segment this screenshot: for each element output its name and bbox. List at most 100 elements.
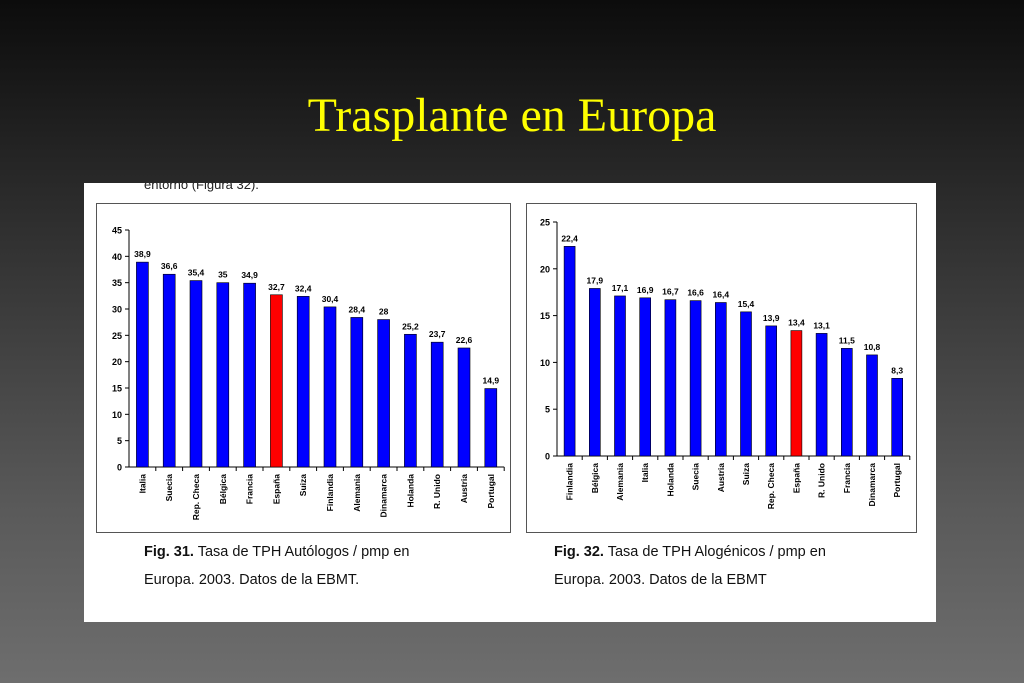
caption-fig-32: Fig. 32. Tasa de TPH Alogénicos / pmp en… [554, 538, 826, 594]
category-label: Italia [137, 474, 147, 494]
chart-frame-allogeneic: 0 5 10 15 20 25 22,4 Finlandia 17,9 Bélgica 17,1 Al… [526, 203, 917, 533]
data-label: 25,2 [402, 321, 419, 331]
bar [162, 273, 176, 468]
category-label: Italia [640, 463, 650, 483]
figure-panel: entorno (Figura 32). 0 5 10 15 20 25 30 35 40 45 3… [84, 183, 936, 622]
bar [270, 294, 283, 468]
data-label: 17,1 [612, 283, 629, 293]
bar [639, 297, 651, 457]
category-label: Austria [716, 463, 726, 493]
data-label: 28 [379, 307, 389, 317]
caption-fig-31-label: Fig. 31. [144, 544, 194, 560]
category-label: España [791, 463, 801, 494]
data-label: 35 [218, 270, 228, 280]
y-tick-label: 5 [117, 436, 122, 446]
caption-fig-31-line2: Europa. 2003. Datos de la EBMT. [144, 572, 360, 588]
data-label: 13,4 [788, 318, 805, 328]
category-label: R. Unido [817, 463, 827, 498]
category-label: Dinamarca [867, 463, 877, 507]
data-label: 28,4 [349, 304, 366, 314]
bar [614, 295, 626, 457]
data-label: 23,7 [429, 329, 446, 339]
allogeneic-bar-chart: 0 5 10 15 20 25 22,4 Finlandia 17,9 Bélgica 17,1 Al… [540, 218, 911, 510]
category-label: Dinamarca [379, 474, 389, 518]
data-label: 32,7 [268, 282, 285, 292]
y-tick-label: 15 [540, 311, 550, 321]
bar [484, 388, 498, 468]
bar [866, 354, 878, 457]
category-label: Suiza [298, 474, 308, 496]
caption-fig-32-text: Tasa de TPH Alogénicos / pmp en [603, 544, 826, 560]
bar [740, 311, 752, 457]
data-label: 15,4 [738, 299, 755, 309]
category-label: Alemania [352, 474, 362, 512]
data-label: 17,9 [587, 275, 604, 285]
data-label: 30,4 [322, 294, 339, 304]
category-label: Finlandia [325, 474, 335, 512]
category-label: Francia [842, 463, 852, 494]
caption-fig-31-text: Tasa de TPH Autólogos / pmp en [193, 544, 410, 560]
bar [790, 330, 803, 457]
category-label: Alemania [615, 463, 625, 501]
bar [840, 348, 853, 457]
y-tick-label: 35 [112, 278, 122, 288]
data-label: 16,9 [637, 285, 654, 295]
data-label: 14,9 [483, 376, 500, 386]
y-tick-label: 45 [112, 226, 122, 236]
bar [715, 302, 727, 457]
bar [689, 300, 702, 457]
category-label: Holanda [405, 474, 415, 508]
data-label: 16,4 [713, 289, 730, 299]
bar [430, 341, 444, 468]
y-tick-label: 0 [545, 452, 550, 462]
category-label: Bélgica [590, 463, 600, 494]
y-tick-label: 5 [545, 405, 550, 415]
bar [216, 282, 230, 468]
y-tick-label: 25 [112, 331, 122, 341]
bar [765, 325, 777, 457]
caption-fig-31: Fig. 31. Tasa de TPH Autólogos / pmp en … [144, 538, 409, 594]
caption-fig-32-label: Fig. 32. [554, 544, 604, 560]
data-label: 13,1 [813, 320, 830, 330]
data-label: 11,5 [839, 335, 855, 345]
cut-off-text: entorno (Figura 32). [144, 183, 259, 192]
data-label: 16,6 [687, 288, 704, 298]
bar [296, 296, 310, 468]
bar [891, 378, 904, 457]
data-label: 10,8 [864, 342, 881, 352]
slide-title: Trasplante en Europa [307, 89, 717, 142]
y-tick-label: 10 [112, 410, 122, 420]
bar [563, 246, 576, 457]
category-label: Suecia [164, 474, 174, 502]
category-label: Finlandia [565, 463, 575, 501]
bar [377, 319, 390, 468]
y-tick-label: 20 [112, 357, 122, 367]
category-label: Francia [245, 474, 255, 505]
data-label: 35,4 [188, 268, 205, 278]
y-tick-label: 30 [112, 305, 122, 315]
category-label: Rep. Checa [766, 463, 776, 510]
bar [243, 282, 256, 468]
bar [404, 333, 417, 468]
category-label: Portugal [892, 463, 902, 497]
category-label: Suecia [691, 463, 701, 491]
data-label: 22,6 [456, 335, 473, 345]
category-label: Rep. Checa [191, 474, 201, 521]
data-label: 8,3 [891, 365, 903, 375]
category-label: Holanda [665, 463, 675, 497]
y-tick-label: 10 [540, 358, 550, 368]
data-label: 22,4 [561, 233, 578, 243]
data-label: 16,7 [662, 287, 679, 297]
y-tick-label: 15 [112, 384, 122, 394]
y-tick-label: 20 [540, 264, 550, 274]
bar [136, 261, 149, 468]
y-tick-label: 0 [117, 463, 122, 473]
bar [664, 299, 677, 457]
bar [323, 306, 337, 468]
category-label: Portugal [486, 474, 496, 508]
data-label: 36,6 [161, 261, 178, 271]
bar [588, 288, 601, 457]
category-label: Suiza [741, 463, 751, 485]
bar [350, 317, 364, 468]
data-label: 38,9 [134, 249, 151, 259]
